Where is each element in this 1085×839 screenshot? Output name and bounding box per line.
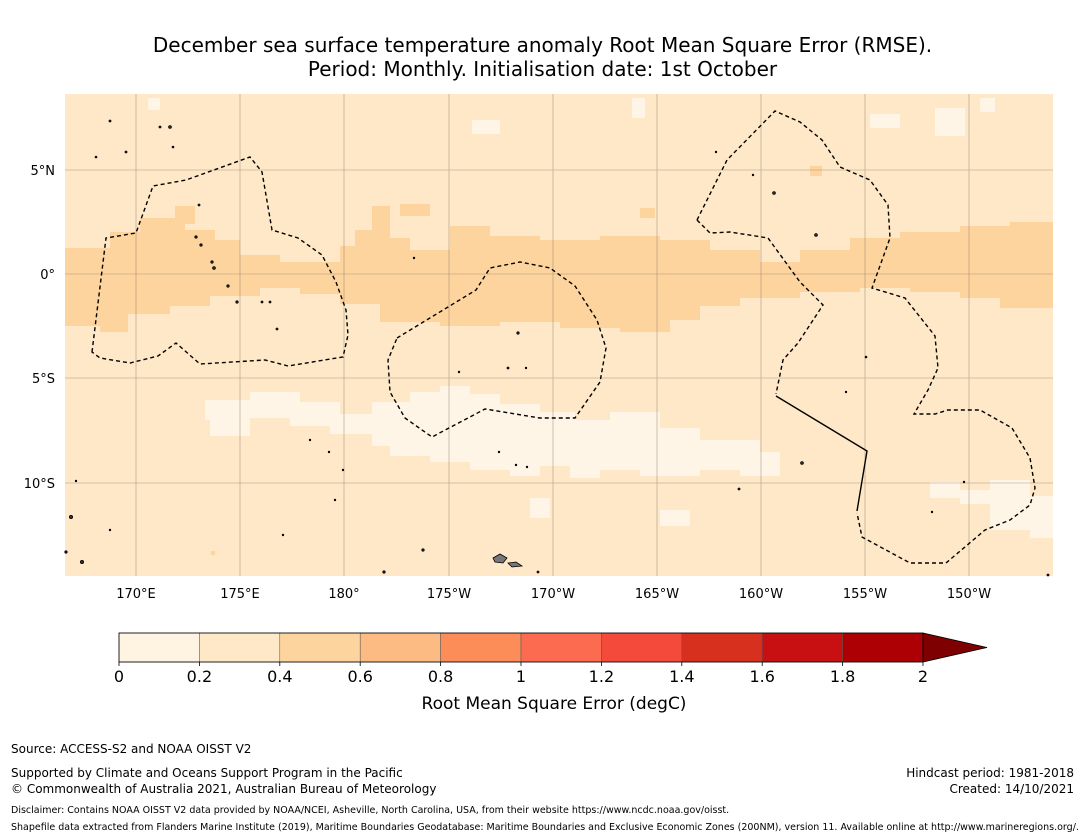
source-text: Source: ACCESS-S2 and NOAA OISST V2 xyxy=(11,742,252,756)
colorbar-ticks: 0 0.2 0.4 0.6 0.8 1 1.2 1.4 1.6 1.8 2 xyxy=(114,662,928,686)
colorbar-tick-label: 0.4 xyxy=(267,667,292,686)
rmse-band-equatorial xyxy=(65,206,1053,332)
lon-label: 155°W xyxy=(843,587,887,602)
map-title-line1: December sea surface temperature anomaly… xyxy=(152,33,933,57)
rmse-low-patch-southeast xyxy=(530,480,1053,538)
copyright-text: © Commonwealth of Australia 2021, Austra… xyxy=(11,782,437,796)
colorbar-tick-label: 1 xyxy=(516,667,526,686)
colorbar-bin xyxy=(520,632,602,663)
colorbar-tick-label: 0.6 xyxy=(347,667,372,686)
colorbar-bin xyxy=(359,632,441,663)
colorbar-bin xyxy=(440,632,522,663)
colorbar-bins xyxy=(118,632,924,663)
eez-line-islands xyxy=(696,110,1036,564)
colorbar-bin xyxy=(199,632,281,663)
lon-label: 160°W xyxy=(739,587,783,602)
lon-label: 175°E xyxy=(220,587,260,602)
lon-label: 170°E xyxy=(116,587,156,602)
support-text: Supported by Climate and Oceans Support … xyxy=(11,766,403,780)
shapefile-credit: Shapefile data extracted from Flanders M… xyxy=(11,822,1079,833)
islands xyxy=(64,119,1050,577)
colorbar-tick-label: 2 xyxy=(918,667,928,686)
colorbar-bin xyxy=(279,632,361,663)
lon-label: 170°W xyxy=(531,587,575,602)
lat-label: 10°S xyxy=(24,477,55,492)
lon-label: 180° xyxy=(328,587,359,602)
map-title-line2: Period: Monthly. Initialisation date: 1s… xyxy=(307,57,778,81)
lon-label: 165°W xyxy=(635,587,679,602)
colorbar-bin xyxy=(681,632,763,663)
colorbar-tick-label: 1.2 xyxy=(589,667,614,686)
colorbar-bin xyxy=(842,632,924,663)
colorbar-tick-label: 0 xyxy=(114,667,124,686)
disclaimer-text: Disclaimer: Contains NOAA OISST V2 data … xyxy=(11,805,730,816)
hindcast-period: Hindcast period: 1981-2018 xyxy=(906,766,1074,780)
colorbar-tick-label: 1.4 xyxy=(669,667,694,686)
colorbar-tick-label: 0.8 xyxy=(428,667,453,686)
map-area: 5°N 0° 5°S 10°S 170°E 175°E 180° 175°W 1… xyxy=(24,94,1053,602)
eez-boundaries xyxy=(91,110,1036,564)
lon-label: 175°W xyxy=(427,587,471,602)
rmse-cell-patch xyxy=(211,551,215,555)
lon-label: 150°W xyxy=(947,587,991,602)
colorbar-bin xyxy=(601,632,683,663)
created-date: Created: 14/10/2021 xyxy=(949,782,1074,796)
lat-label: 5°N xyxy=(31,164,56,179)
colorbar-tick-label: 0.2 xyxy=(187,667,212,686)
island-samoa xyxy=(492,553,524,568)
colorbar-tick-label: 1.6 xyxy=(749,667,774,686)
colorbar-extend-arrow xyxy=(922,632,988,663)
colorbar: 0 0.2 0.4 0.6 0.8 1 1.2 1.4 1.6 1.8 2 Root Mean Sq… xyxy=(114,632,988,714)
longitude-labels: 170°E 175°E 180° 175°W 170°W 165°W 160°W… xyxy=(116,587,991,602)
colorbar-label: Root Mean Square Error (degC) xyxy=(422,694,687,714)
latitude-labels: 5°N 0° 5°S 10°S xyxy=(24,164,55,492)
eez-solid-boundary xyxy=(775,395,868,512)
graticule xyxy=(65,94,1053,576)
colorbar-tick-label: 1.8 xyxy=(830,667,855,686)
lat-label: 0° xyxy=(40,268,55,283)
colorbar-bin xyxy=(761,632,843,663)
eez-line-islands-north xyxy=(696,219,824,395)
eez-tuvalu-kiribati-west xyxy=(91,156,349,367)
rmse-low-patch-south xyxy=(205,386,780,478)
colorbar-bin xyxy=(118,632,200,663)
lat-label: 5°S xyxy=(32,372,55,387)
map-background xyxy=(65,94,1053,576)
